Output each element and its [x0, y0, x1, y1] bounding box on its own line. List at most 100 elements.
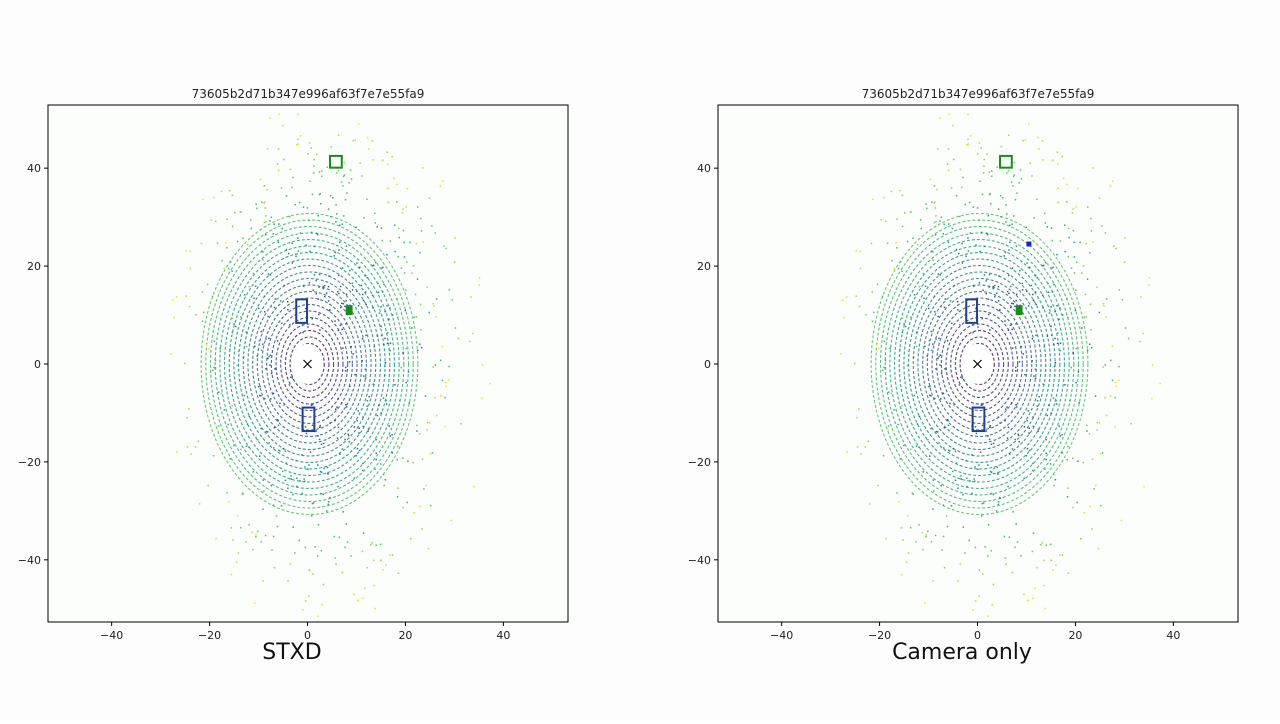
point-cloud-ring [261, 297, 358, 431]
point-cloud-point [315, 292, 317, 295]
point-cloud-point [444, 396, 446, 399]
point-cloud-point [280, 187, 283, 189]
point-cloud-point [407, 460, 409, 463]
point-cloud-point [878, 347, 880, 350]
point-cloud-point [310, 231, 313, 234]
point-cloud-point [992, 583, 995, 586]
point-cloud-point [1061, 554, 1064, 556]
point-cloud-point [402, 208, 404, 210]
point-cloud-point [1050, 325, 1052, 328]
point-cloud-point [897, 267, 900, 270]
point-cloud-point [444, 425, 447, 428]
point-cloud-point [1003, 255, 1005, 257]
point-cloud-point [239, 526, 242, 529]
point-cloud-point [1140, 296, 1142, 298]
point-cloud-point [364, 377, 367, 379]
point-cloud-point [364, 587, 366, 590]
point-cloud-point [959, 563, 962, 565]
point-cloud-point [231, 331, 234, 334]
point-cloud-point [391, 554, 394, 556]
point-cloud-point [434, 396, 436, 399]
point-cloud-point [292, 493, 294, 496]
point-cloud-point [254, 345, 256, 348]
point-cloud-point [912, 237, 914, 239]
point-cloud-point [943, 566, 946, 569]
point-cloud-point [870, 242, 873, 245]
point-cloud-point [1016, 541, 1019, 543]
point-cloud-point [343, 161, 345, 164]
point-cloud-point [981, 515, 983, 517]
point-cloud-point [354, 139, 357, 141]
point-cloud-point [263, 221, 266, 224]
point-cloud-point [374, 607, 376, 610]
point-cloud-point [942, 535, 945, 538]
point-cloud-point [371, 542, 373, 544]
point-cloud-point [428, 197, 431, 199]
point-cloud-point [389, 435, 391, 437]
point-cloud-point [304, 600, 307, 602]
point-cloud-point [315, 430, 317, 432]
point-cloud-point [310, 147, 312, 149]
point-cloud-point [1120, 519, 1123, 522]
point-cloud-point [364, 291, 367, 293]
point-cloud-point [342, 347, 344, 349]
point-cloud-point [334, 557, 336, 559]
point-cloud-point [348, 361, 351, 363]
point-cloud-point [337, 485, 339, 488]
point-cloud-point [997, 500, 1000, 503]
point-cloud-point [858, 305, 861, 308]
point-cloud-point [402, 351, 404, 354]
point-cloud-point [245, 541, 247, 543]
point-cloud-point [262, 479, 265, 481]
point-cloud-point [1018, 441, 1020, 443]
point-cloud-point [1088, 433, 1091, 435]
point-cloud-point [1007, 134, 1010, 136]
point-cloud-point [216, 242, 219, 245]
point-cloud-point [261, 250, 263, 253]
y-tick-label: 0 [704, 358, 711, 371]
point-cloud-point [343, 215, 345, 217]
point-cloud-point [971, 492, 973, 495]
point-cloud-point [968, 201, 971, 204]
point-cloud-point [980, 404, 983, 406]
point-cloud-point [987, 435, 989, 437]
point-cloud-point [1075, 206, 1078, 208]
point-cloud-point [301, 492, 303, 495]
point-cloud-point [409, 241, 411, 244]
point-cloud-point [1029, 162, 1031, 164]
point-cloud-point [358, 266, 361, 269]
point-cloud-point [345, 245, 348, 248]
point-cloud-point [194, 446, 197, 448]
point-cloud-point [1051, 239, 1054, 242]
point-cloud-point [990, 203, 992, 205]
detection-box [1015, 305, 1023, 316]
point-cloud-point [989, 470, 992, 473]
point-cloud-point [334, 408, 337, 410]
point-cloud-point [399, 399, 401, 402]
point-cloud-point [985, 430, 987, 432]
point-cloud-point [420, 346, 423, 349]
point-cloud-point [1111, 180, 1114, 183]
point-cloud-point [266, 431, 269, 433]
point-cloud-ring [959, 336, 1000, 392]
point-cloud-point [338, 292, 340, 295]
point-cloud-point [402, 506, 404, 509]
point-cloud-point [290, 475, 292, 477]
detection-box [971, 406, 986, 433]
point-cloud-point [373, 559, 375, 562]
point-cloud-point [953, 404, 955, 406]
point-cloud-point [441, 180, 444, 183]
point-cloud-point [1020, 346, 1022, 348]
point-cloud-point [1008, 292, 1010, 295]
point-cloud-point [1065, 201, 1068, 203]
point-cloud-point [263, 202, 265, 204]
point-cloud-point [990, 443, 993, 446]
point-cloud-point [382, 397, 385, 399]
point-cloud-point [489, 382, 491, 385]
detection-box [329, 154, 343, 169]
point-cloud-point [1072, 352, 1074, 355]
point-cloud-point [322, 287, 325, 290]
point-cloud-point [1020, 555, 1022, 557]
point-cloud-point [939, 117, 941, 119]
point-cloud-point [327, 472, 329, 475]
